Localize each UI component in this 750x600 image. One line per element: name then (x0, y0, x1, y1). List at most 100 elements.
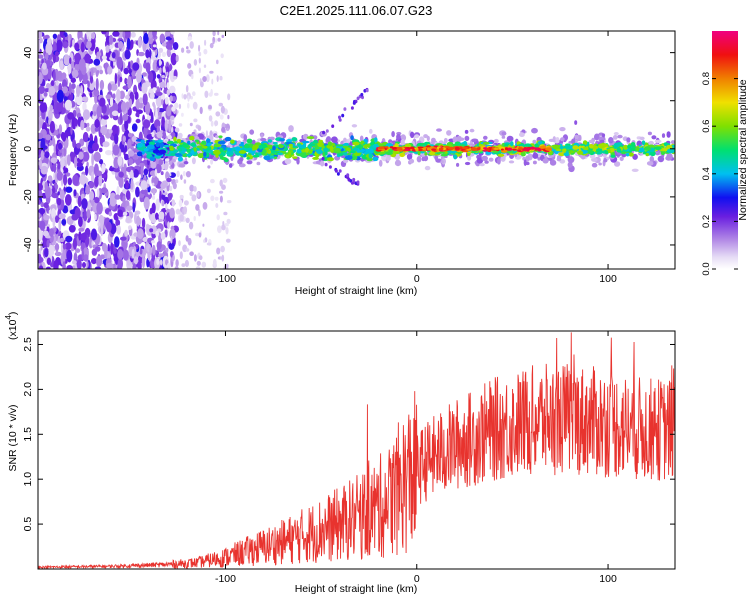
spectrogram-point (122, 135, 126, 143)
spectrogram-point (62, 41, 69, 49)
spectrogram-point (160, 232, 166, 240)
spectrogram-point (54, 215, 60, 223)
spectrogram-point (199, 106, 203, 115)
spectrogram-point (127, 225, 132, 231)
x-tick-label: -100 (215, 273, 236, 285)
spectrogram-point (252, 154, 260, 158)
spectrogram-point (109, 97, 114, 107)
spectrogram-point (194, 139, 199, 143)
spectrogram-point (63, 174, 68, 186)
spectrogram-point (485, 151, 492, 155)
spectrogram-point (454, 146, 460, 151)
spectrogram-point (71, 69, 79, 78)
spectrogram-point (195, 232, 200, 237)
spectrogram-point (169, 207, 175, 219)
spectrogram-point (152, 31, 157, 38)
spectrogram-point (142, 93, 148, 106)
spectrogram-point (299, 152, 307, 158)
spectrogram-point (559, 145, 564, 150)
spectrogram-point (124, 77, 128, 85)
spectrogram-point (195, 204, 200, 211)
spectrogram-point (152, 189, 156, 196)
spectrogram-point (38, 31, 43, 39)
spectrogram-point (39, 247, 42, 256)
spectrogram-point (182, 143, 189, 148)
spectrogram-point (45, 42, 53, 56)
spectrogram-point (189, 41, 194, 49)
spectrogram-point (186, 154, 192, 157)
spectrogram-point (151, 195, 156, 200)
spectrogram-point (122, 31, 126, 39)
spectrogram-point (52, 216, 56, 229)
spectrogram-point (72, 174, 79, 186)
spectrogram-point (591, 157, 598, 162)
spectrogram-point (52, 137, 56, 147)
spectrogram-point (571, 138, 576, 145)
spectrogram-point (639, 136, 645, 141)
spectrogram-point (122, 114, 129, 122)
spectrogram-point (132, 263, 137, 269)
spectrogram-point (152, 182, 155, 186)
spectrogram-point (279, 138, 285, 142)
spectrogram-point (61, 219, 67, 226)
spectrogram-point (102, 141, 110, 148)
spectrogram-point (140, 165, 144, 179)
spectrogram-point (67, 177, 73, 186)
spectrogram-point (322, 130, 326, 135)
colorbar-ticks: 0.0 0.2 0.4 0.6 0.8 (701, 72, 738, 276)
spectrogram-point (192, 91, 196, 97)
spectrogram-point (446, 130, 452, 136)
spectrogram-point (613, 132, 619, 136)
spectrogram-point (133, 256, 139, 265)
spectrogram-point (352, 147, 358, 152)
spectrogram-point (114, 72, 118, 85)
spectrogram-point (193, 59, 198, 66)
spectrogram-point (557, 155, 562, 160)
spectrogram-point (302, 133, 309, 140)
spectrogram-point (204, 90, 209, 99)
spectrogram-point (222, 177, 228, 183)
spectrogram-point (155, 91, 163, 97)
spectrogram-point (438, 147, 444, 151)
spectrogram-point (159, 81, 166, 89)
spectrogram-point (209, 70, 214, 74)
spectrogram-point (86, 161, 89, 168)
spectrogram-point (139, 162, 145, 167)
spectrogram-point (158, 253, 165, 258)
spectrogram-point (426, 147, 431, 151)
spectrogram-point (666, 153, 673, 161)
spectrogram-point (479, 163, 485, 167)
spectrogram-point (537, 141, 543, 145)
spectrogram-point (627, 144, 632, 149)
spectrogram-point (178, 240, 181, 247)
colorbar-tick-label: 0.2 (701, 215, 712, 228)
spectrogram-point (118, 171, 124, 178)
snr-y-scale-exponent: 4 (4, 315, 13, 320)
spectrogram-point (161, 99, 164, 106)
spectrogram-point (386, 155, 391, 162)
spectrogram-point (101, 163, 106, 174)
spectrogram-point (372, 156, 379, 162)
spectrogram-point (38, 265, 44, 269)
spectrogram-point (186, 148, 191, 153)
spectrogram-point (80, 85, 83, 96)
spectrogram-point (187, 36, 193, 41)
spectrogram-point (414, 134, 420, 139)
spectrogram-point (507, 147, 512, 150)
spectrogram-point (168, 39, 174, 45)
spectrogram-point (213, 143, 222, 148)
spectrogram-point (327, 141, 333, 146)
spectrogram-point (206, 142, 212, 147)
spectrogram-point (548, 138, 555, 142)
spectrogram-point (99, 79, 105, 91)
spectrogram-point (156, 131, 163, 139)
spectrogram-point (119, 76, 123, 83)
spectrogram-point (131, 136, 137, 142)
spectrogram-point (189, 122, 193, 127)
spectrogram-point (128, 158, 134, 166)
spectrogram-point (211, 78, 214, 85)
colorbar: 0.0 0.2 0.4 0.6 0.8 Normalized spectral ampl… (701, 31, 749, 276)
spectrogram-point (621, 151, 627, 155)
spectrogram-point (174, 102, 179, 109)
spectrogram-point (175, 54, 179, 63)
